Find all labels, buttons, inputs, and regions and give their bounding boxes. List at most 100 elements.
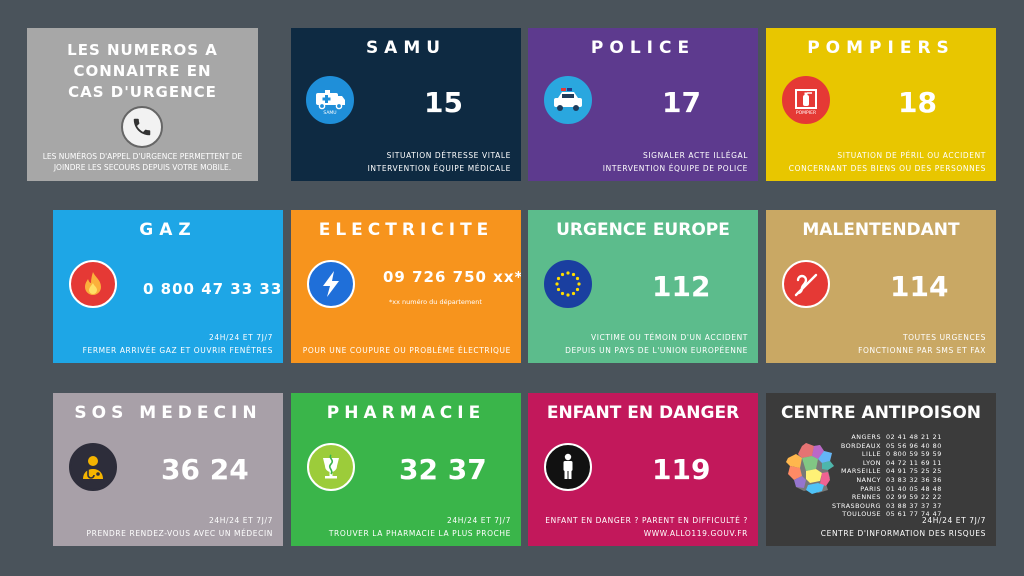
desc-line: SITUATION DÉTRESSE VITALE [386, 151, 511, 160]
card-sos-medecin: SOS MEDECIN 36 24 24H/24 ET 7J/7 PRENDRE… [53, 393, 283, 546]
flame-icon [69, 260, 117, 308]
ambulance-icon: SAMU [306, 76, 354, 124]
desc-line: 24H/24 ET 7J/7 [208, 333, 273, 342]
card-malentendant: MALENTENDANT 114 TOUTES URGENCES FONCTIO… [766, 210, 996, 363]
city-name: BORDEAUX [840, 441, 881, 450]
card-title: POMPIERS [807, 38, 955, 58]
city-phone[interactable]: 03 83 32 36 36 [886, 475, 942, 484]
desc-line: FERMER ARRIVÉE GAZ ET OUVRIR FENÊTRES [82, 346, 273, 355]
intro-desc-line: JOINDRE LES SECOURS DEPUIS VOTRE MOBILE. [53, 163, 232, 172]
samu-icon-label: SAMU [323, 111, 337, 116]
city-phone[interactable]: 01 40 05 48 48 [886, 484, 942, 493]
city-phone[interactable]: 05 61 77 74 47 [886, 510, 942, 519]
city-phone[interactable]: 02 99 59 22 22 [886, 493, 942, 502]
card-electricite: ELECTRICITE 09 726 750 xx* *xx numéro du… [291, 210, 521, 363]
desc-line: PRENDRE RENDEZ-VOUS AVEC UN MÉDECIN [86, 529, 273, 538]
city-name: RENNES [851, 493, 881, 502]
city-name: MARSEILLE [841, 467, 881, 476]
doctor-icon [69, 443, 117, 491]
eu-flag-icon [544, 260, 592, 308]
city-row: LILLE 0 800 59 59 59 [832, 450, 946, 459]
emergency-number: 32 37 [399, 453, 487, 486]
card-title: GAZ [139, 220, 197, 240]
card-title: POLICE [590, 38, 696, 58]
card-description: SITUATION DE PÉRIL OU ACCIDENT CONCERNAN… [789, 149, 986, 175]
city-row: MARSEILLE 04 91 75 25 25 [832, 467, 946, 476]
desc-line: 24H/24 ET 7J/7 [208, 516, 273, 525]
city-phone[interactable]: 03 88 37 37 37 [886, 501, 942, 510]
card-description: 24H/24 ET 7J/7 TROUVER LA PHARMACIE LA P… [329, 514, 511, 540]
card-title: SAMU [365, 38, 447, 58]
city-phone[interactable]: 0 800 59 59 59 [886, 450, 942, 459]
emergency-number: 112 [652, 270, 711, 303]
desc-line: ENFANT EN DANGER ? PARENT EN DIFFICULTÉ … [545, 516, 748, 525]
card-title: ENFANT EN DANGER [546, 403, 740, 423]
card-pharmacie: PHARMACIE 32 37 24H/24 ET 7J/7 TROUVER L… [291, 393, 521, 546]
card-centre-antipoison: CENTRE ANTIPOISON ANGERS 02 41 48 21 21 BO… [766, 393, 996, 546]
card-urgence-europe: URGENCE EUROPE 112 VICTIME OU TÉMOIN D'U… [528, 210, 758, 363]
france-map-icon [780, 441, 842, 499]
card-description: SIGNALER ACTE ILLÉGAL INTERVENTION ÉQUIP… [603, 149, 748, 175]
card-police: POLICE 17 SIGNALER ACTE ILLÉGAL INTERVEN… [528, 28, 758, 181]
card-description: 24H/24 ET 7J/7 FERMER ARRIVÉE GAZ ET OUV… [83, 331, 273, 357]
city-row: NANCY 03 83 32 36 36 [832, 476, 946, 485]
city-name: ANGERS [851, 433, 881, 441]
card-title: URGENCE EUROPE [556, 220, 730, 240]
pompier-icon-label: POMPIER [795, 111, 817, 116]
intro-title: LES NUMEROS A CONNAITRE EN CAS D'URGENCE [27, 40, 258, 103]
emergency-number: 18 [898, 86, 937, 119]
intro-desc-line: LES NUMÉROS D'APPEL D'URGENCE PERMETTENT… [42, 152, 243, 161]
city-phone[interactable]: 02 41 48 21 21 [886, 433, 942, 441]
city-name: STRASBOURG [832, 501, 881, 510]
card-samu: SAMU SAMU 15 SITUATION DÉTRESSE VITALE I… [291, 28, 521, 181]
card-title: ELECTRICITE [318, 220, 494, 240]
desc-line[interactable]: WWW.ALLO119.GOUV.FR [643, 529, 748, 538]
card-title: MALENTENDANT [802, 220, 960, 240]
city-phone[interactable]: 05 56 96 40 80 [886, 441, 942, 450]
card-description: ENFANT EN DANGER ? PARENT EN DIFFICULTÉ … [545, 514, 748, 540]
hearing-impaired-icon [782, 260, 830, 308]
pharmacy-icon [307, 443, 355, 491]
desc-line: 24H/24 ET 7J/7 [446, 516, 511, 525]
antipoison-city-list: ANGERS 02 41 48 21 21 BORDEAUX 05 56 96 40 … [832, 433, 946, 519]
card-enfant-en-danger: ENFANT EN DANGER 119 ENFANT EN DANGER ? … [528, 393, 758, 546]
city-name: LYON [862, 458, 881, 467]
city-row: LYON 04 72 11 69 11 [832, 459, 946, 468]
desc-line: DEPUIS UN PAYS DE L'UNION EUROPÉENNE [565, 346, 748, 355]
number-note: *xx numéro du département [389, 298, 482, 306]
desc-line: TOUTES URGENCES [902, 333, 986, 342]
emergency-number: 114 [890, 270, 949, 303]
card-description: 24H/24 ET 7J/7 PRENDRE RENDEZ-VOUS AVEC … [87, 514, 273, 540]
card-pompiers: POMPIERS POMPIER 18 SITUATION DE PÉRIL O… [766, 28, 996, 181]
police-car-icon [544, 76, 592, 124]
card-title: CENTRE ANTIPOISON [781, 403, 981, 423]
intro-card: LES NUMEROS A CONNAITRE EN CAS D'URGENCE… [27, 28, 258, 181]
desc-line: VICTIME OU TÉMOIN D'UN ACCIDENT [591, 333, 748, 342]
lightning-icon [307, 260, 355, 308]
city-name: NANCY [856, 475, 881, 484]
city-phone[interactable]: 04 72 11 69 11 [886, 458, 942, 467]
desc-line: POUR UNE COUPURE OU PROBLÈME ÉLECTRIQUE [302, 346, 511, 355]
desc-line: FONCTIONNE PAR SMS ET FAX [858, 346, 986, 355]
card-gaz: GAZ 0 800 47 33 33 24H/24 ET 7J/7 FERMER… [53, 210, 283, 363]
desc-line: CENTRE D'INFORMATION DES RISQUES [820, 529, 986, 538]
desc-line: TROUVER LA PHARMACIE LA PLUS PROCHE [328, 529, 511, 538]
intro-title-line: CONNAITRE EN [73, 62, 212, 80]
card-description: TOUTES URGENCES FONCTIONNE PAR SMS ET FA… [858, 331, 986, 357]
card-description: VICTIME OU TÉMOIN D'UN ACCIDENT DEPUIS U… [565, 331, 748, 357]
emergency-number: 119 [652, 453, 711, 486]
city-row: TOULOUSE 05 61 77 74 47 [832, 510, 946, 519]
emergency-number: 36 24 [161, 453, 249, 486]
fire-extinguisher-icon: POMPIER [782, 76, 830, 124]
city-name: LILLE [861, 450, 881, 459]
desc-line: INTERVENTION ÉQUIPE MÉDICALE [367, 164, 511, 173]
card-description: 24H/24 ET 7J/7 CENTRE D'INFORMATION DES … [821, 514, 986, 540]
intro-title-line: CAS D'URGENCE [68, 83, 217, 101]
desc-line: SITUATION DE PÉRIL OU ACCIDENT [837, 151, 986, 160]
city-row: STRASBOURG 03 88 37 37 37 [832, 502, 946, 511]
city-phone[interactable]: 04 91 75 25 25 [886, 467, 942, 476]
card-title: SOS MEDECIN [74, 403, 262, 423]
card-title: PHARMACIE [326, 403, 486, 423]
emergency-number: 0 800 47 33 33 [143, 280, 283, 298]
desc-line: INTERVENTION ÉQUIPE DE POLICE [602, 164, 748, 173]
